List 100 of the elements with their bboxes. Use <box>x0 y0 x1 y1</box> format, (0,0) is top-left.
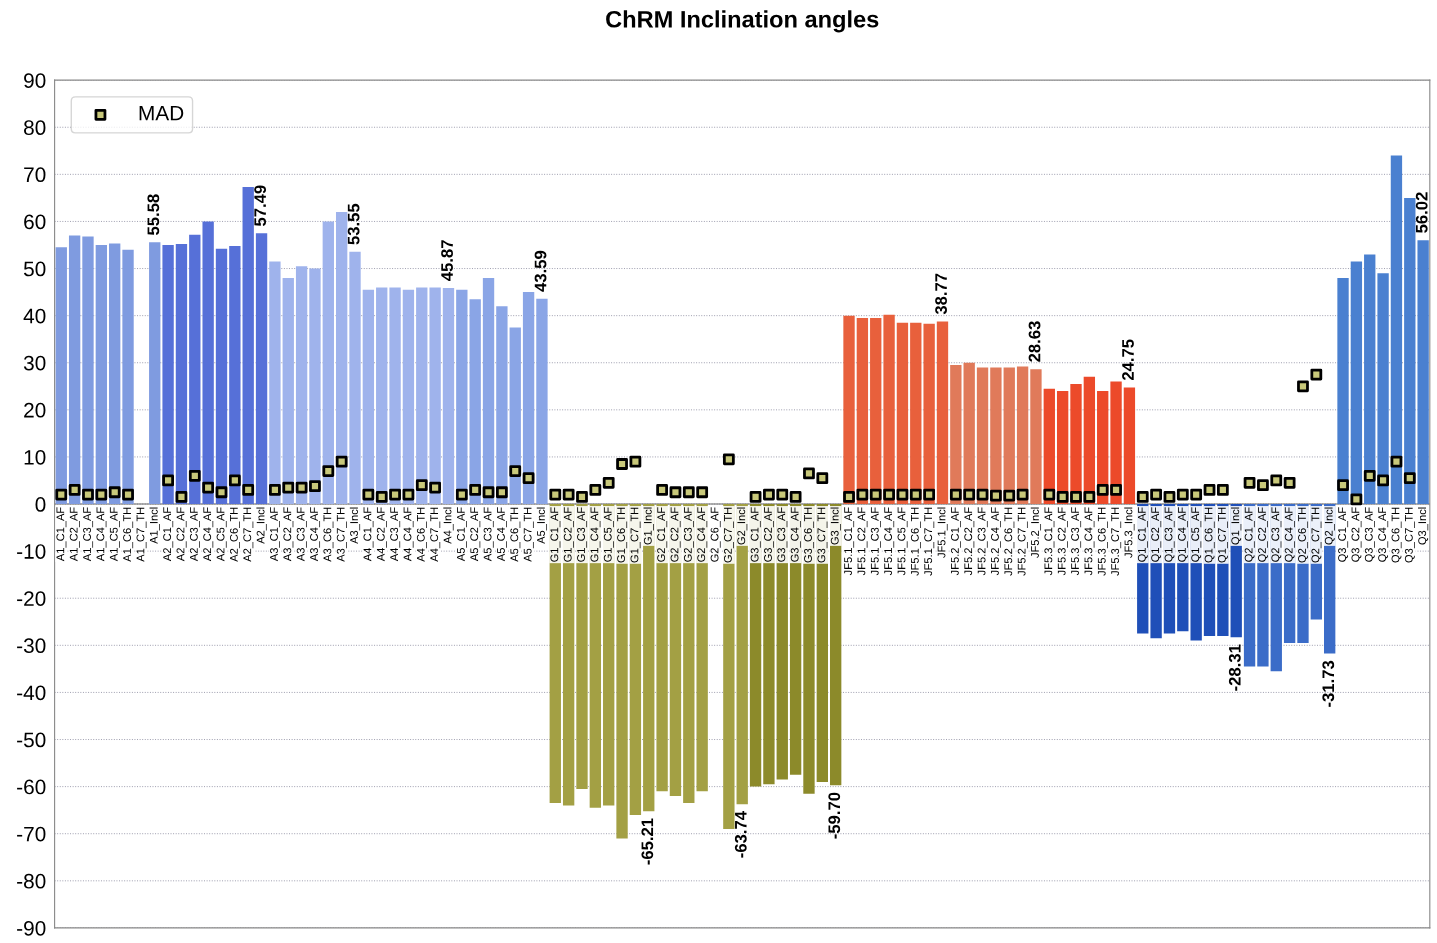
x-tick-label: A3_C6_TH <box>323 507 334 562</box>
x-tick-label: A2_C5_AF <box>216 507 227 562</box>
x-tick-label: JF5.2_C3_AF <box>977 507 988 576</box>
data-label: -28.31 <box>1228 644 1241 691</box>
bar <box>1364 254 1376 505</box>
x-tick-label: A3_C2_AF <box>283 507 294 562</box>
x-tick-label: JF5.2_Incl <box>1030 507 1042 558</box>
x-tick-label: JF5.3_C4_AF <box>1084 507 1095 576</box>
x-tick-label: JF5.1_C4_AF <box>884 507 895 576</box>
bar <box>95 245 108 505</box>
y-tick-label: 30 <box>23 355 46 371</box>
x-tick-label: A5_C3_AF <box>483 507 494 562</box>
x-tick-label: A5_C4_AF <box>497 507 507 562</box>
x-tick-label: A2_C4_AF <box>203 507 214 562</box>
y-tick-label: -90 <box>17 920 46 936</box>
bar <box>122 249 134 505</box>
bar <box>1123 387 1136 505</box>
x-tick-label: A2_C1_AF <box>163 507 174 562</box>
data-label: 56.02 <box>1415 192 1428 233</box>
x-tick-label: A5_C7_TH <box>523 507 534 562</box>
x-tick-label: A1_C6_TH <box>123 507 134 562</box>
x-tick-label: JF5.3_C1_AF <box>1044 507 1055 576</box>
bar <box>950 365 962 505</box>
x-tick-label: A1_C5_AF <box>109 507 120 562</box>
x-tick-label: JF5.2_C2_AF <box>964 507 975 576</box>
x-tick-label: G2_Incl <box>737 507 748 545</box>
x-tick-label: G3_C7_TH <box>817 507 828 563</box>
x-tick-label: Q1_C7_TH <box>1217 507 1228 563</box>
y-tick-label: 10 <box>24 449 46 465</box>
y-tick-label: -20 <box>17 591 46 606</box>
x-tick-label: A4_C1_AF <box>363 507 374 562</box>
x-tick-label: JF5.2_C7_TH <box>1017 507 1028 576</box>
bar <box>1404 197 1416 505</box>
x-tick-label: G3_C2_AF <box>764 507 774 562</box>
x-tick-label: A4_C7_TH <box>430 507 441 562</box>
legend-label: MAD <box>139 105 184 121</box>
bar <box>856 318 869 505</box>
bar <box>482 277 495 505</box>
chart-title: ChRM Inclination angles <box>606 10 879 33</box>
bar <box>349 251 361 505</box>
bar <box>990 367 1002 505</box>
x-tick-label: G3_Incl <box>830 507 841 545</box>
bar <box>936 321 949 505</box>
bar <box>162 245 174 505</box>
bar <box>215 248 228 505</box>
x-tick-label: A1_C2_AF <box>69 507 80 562</box>
x-tick-label: JF5.1_C3_AF <box>870 507 881 576</box>
x-tick-label: G2_C3_AF <box>683 507 694 562</box>
x-tick-label: Q3_C7_TH <box>1404 507 1415 563</box>
x-tick-label: A2_C7_TH <box>243 507 254 562</box>
bar <box>456 289 468 505</box>
y-tick-label: 90 <box>24 73 46 88</box>
y-tick-label: 60 <box>24 214 46 230</box>
bar <box>1337 277 1349 505</box>
bar <box>335 212 348 505</box>
data-label: 28.63 <box>1028 321 1041 362</box>
x-tick-label: A4_C6_TH <box>416 507 427 562</box>
bar <box>883 314 895 505</box>
bar <box>282 277 294 505</box>
bar <box>976 367 989 505</box>
x-tick-label: G1_C6_TH <box>617 507 628 563</box>
bar <box>55 247 67 505</box>
x-tick-label: JF5.1_C1_AF <box>844 507 855 576</box>
x-tick-label: Q2_C6_TH <box>1298 507 1309 563</box>
bar <box>269 261 281 505</box>
x-tick-label: JF5.3_C6_TH <box>1097 507 1108 576</box>
x-tick-label: Q1_C3_AF <box>1164 507 1175 562</box>
y-tick-label: -30 <box>17 638 46 654</box>
x-tick-label: A3_C4_AF <box>310 507 321 562</box>
bar <box>1377 273 1389 505</box>
bar <box>923 323 935 505</box>
x-tick-label: A1_C4_AF <box>96 507 107 562</box>
bar <box>322 221 334 505</box>
data-label: -65.21 <box>641 818 654 865</box>
data-label: 24.75 <box>1122 339 1134 381</box>
y-tick-label: 50 <box>23 261 46 277</box>
x-tick-label: JF5.3_C3_AF <box>1071 507 1082 576</box>
y-tick-label: -10 <box>17 544 46 559</box>
bar <box>1083 376 1096 505</box>
bar <box>896 322 909 505</box>
bar <box>1030 369 1042 505</box>
x-tick-label: Q1_C1_AF <box>1137 507 1148 562</box>
bar <box>362 289 375 505</box>
y-tick-label: 80 <box>24 120 46 136</box>
x-tick-label: JF5.2_C4_AF <box>991 507 1001 576</box>
x-tick-label: A2_C2_AF <box>176 507 187 562</box>
bar <box>1110 381 1122 505</box>
x-tick-label: A4_C2_AF <box>376 507 387 562</box>
x-tick-label: A2_Incl <box>256 507 267 544</box>
x-tick-label: JF5.1_Incl <box>937 507 948 558</box>
x-tick-label: A3_Incl <box>349 507 361 544</box>
bar <box>189 234 201 505</box>
x-tick-label: A4_Incl <box>443 507 454 544</box>
x-tick-label: Q1_C5_AF <box>1191 507 1202 562</box>
x-tick-label: JF5.1_C2_AF <box>857 507 868 576</box>
bar <box>376 287 388 505</box>
x-tick-label: Q3_Incl <box>1417 507 1429 545</box>
bar <box>229 245 241 505</box>
x-tick-label: JF5.3_C7_TH <box>1111 507 1122 576</box>
x-tick-label: A4_C4_AF <box>403 507 414 562</box>
